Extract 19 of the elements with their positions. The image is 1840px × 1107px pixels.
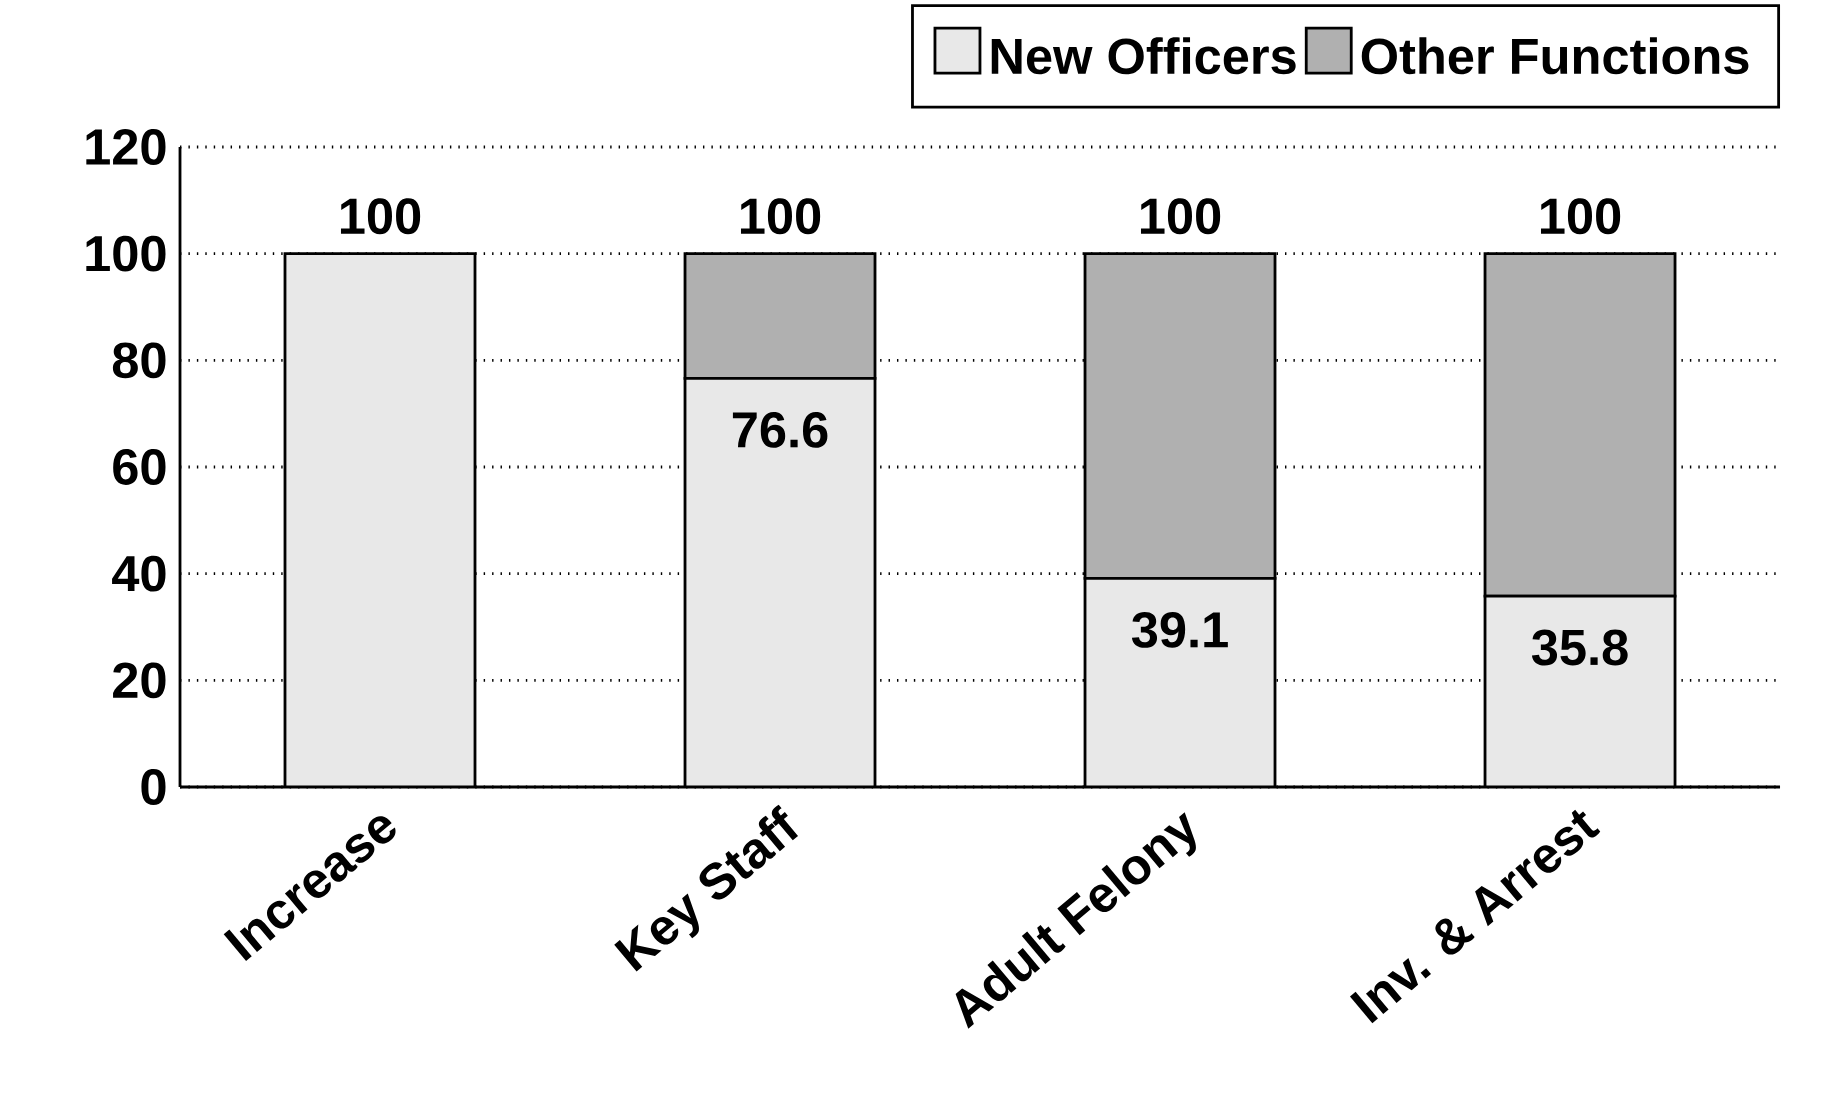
legend-label: New Officers [991,37,1296,75]
y-tick-label: 40 [112,555,166,592]
data-label: 39.1 [1131,611,1228,648]
bar [685,378,876,787]
y-tick-label: 20 [113,662,166,699]
y-tick-label: 60 [113,449,166,485]
y-tick-label: 120 [86,129,166,165]
total-label: 100 [1140,198,1221,235]
y-tick-label: 80 [112,342,166,379]
data-label: 35.8 [1531,629,1628,666]
bar [285,253,475,787]
bar [1085,578,1276,787]
y-tick-label: 0 [141,769,166,805]
data-label: 76.6 [732,411,828,448]
total-label: 100 [340,198,421,235]
total-label: 100 [1541,198,1621,235]
total-label: 100 [740,198,821,235]
y-tick-label: 100 [86,235,166,272]
legend-label: Other Functions [1361,37,1749,75]
